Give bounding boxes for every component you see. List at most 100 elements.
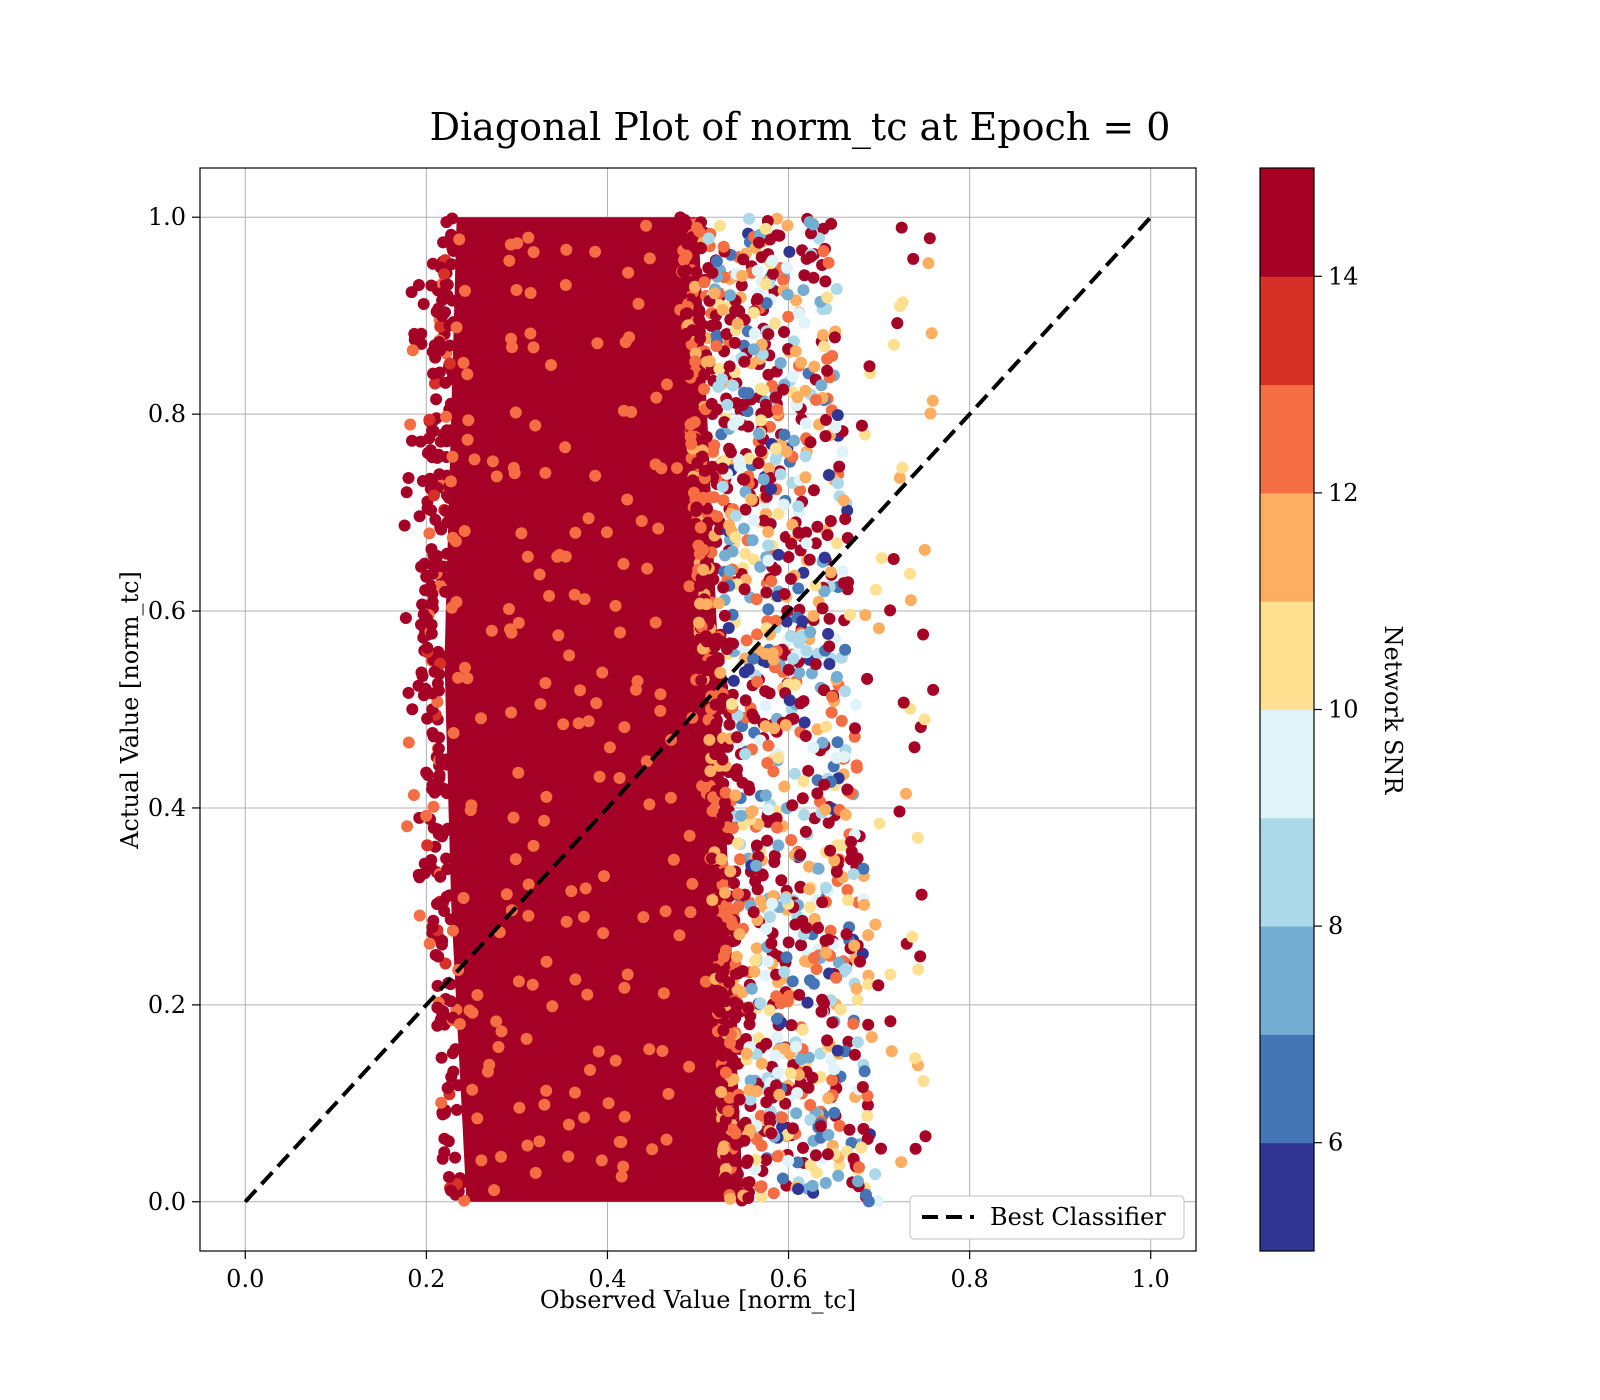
scatter-point xyxy=(831,537,843,550)
scatter-point xyxy=(406,434,418,447)
scatter-point xyxy=(439,585,452,598)
scatter-point xyxy=(712,597,725,610)
scatter-point xyxy=(738,473,751,486)
scatter-point xyxy=(745,982,758,995)
scatter-point xyxy=(895,1156,908,1169)
scatter-point xyxy=(760,297,773,310)
scatter-point xyxy=(736,965,749,978)
scatter-point xyxy=(790,1107,803,1120)
scatter-point xyxy=(762,739,775,752)
scatter-point xyxy=(751,675,764,688)
scatter-point xyxy=(741,1154,754,1167)
scatter-point xyxy=(398,519,411,532)
scatter-point xyxy=(776,1172,789,1185)
scatter-point xyxy=(700,664,713,677)
scatter-point xyxy=(659,905,672,918)
scatter-point xyxy=(831,736,844,749)
scatter-point xyxy=(727,418,740,431)
scatter-point xyxy=(649,616,662,629)
scatter-point xyxy=(810,963,823,975)
scatter-point xyxy=(760,1037,773,1050)
scatter-point xyxy=(565,885,578,898)
scatter-point xyxy=(887,553,900,565)
scatter-point xyxy=(425,279,438,292)
scatter-point xyxy=(765,575,778,588)
scatter-point xyxy=(804,250,817,263)
scatter-point xyxy=(716,462,729,475)
scatter-point xyxy=(792,582,805,595)
scatter-point xyxy=(872,979,885,992)
scatter-point xyxy=(768,856,781,868)
scatter-point xyxy=(475,1154,488,1167)
scatter-point xyxy=(560,915,573,928)
scatter-point xyxy=(800,537,813,550)
scatter-point xyxy=(706,805,719,817)
y-tick-label: 0.6 xyxy=(148,597,186,625)
scatter-point xyxy=(927,683,940,696)
scatter-point xyxy=(439,376,452,389)
scatter-point xyxy=(725,698,738,710)
scatter-point xyxy=(796,792,809,805)
scatter-point xyxy=(822,469,835,481)
scatter-point xyxy=(804,901,817,914)
scatter-point xyxy=(727,674,740,687)
scatter-point xyxy=(875,1142,887,1155)
scatter-point xyxy=(698,464,711,477)
scatter-point xyxy=(726,918,739,931)
scatter-point xyxy=(737,386,750,399)
scatter-point xyxy=(816,736,829,749)
scatter-point xyxy=(754,1180,766,1193)
scatter-point xyxy=(729,1127,742,1140)
scatter-point xyxy=(783,245,796,258)
scatter-point xyxy=(918,543,931,556)
scatter-point xyxy=(855,1141,868,1154)
scatter-point xyxy=(706,894,719,906)
scatter-point xyxy=(452,671,465,684)
colorbar: 6 8 10 12 14 xyxy=(1259,167,1359,1252)
scatter-point xyxy=(792,526,805,539)
scatter-point xyxy=(839,685,851,698)
scatter-point xyxy=(796,615,809,628)
scatter-point xyxy=(703,733,716,746)
scatter-point xyxy=(742,1002,755,1014)
scatter-point xyxy=(850,759,863,772)
scatter-point xyxy=(717,1143,730,1156)
scatter-point xyxy=(891,317,904,330)
scatter-point xyxy=(803,883,816,896)
scatter-point xyxy=(717,581,730,594)
scatter-point xyxy=(754,1109,767,1122)
scatter-point xyxy=(794,697,807,710)
scatter-point xyxy=(431,898,443,910)
scatter-point xyxy=(705,319,718,332)
scatter-point xyxy=(715,970,727,983)
scatter-point xyxy=(836,445,849,458)
scatter-point xyxy=(862,1195,875,1208)
scatter-point xyxy=(807,218,820,231)
scatter-point xyxy=(719,786,732,799)
scatter-point xyxy=(698,276,711,289)
x-axis-label: Observed Value [norm_tc] xyxy=(540,1286,856,1314)
scatter-point xyxy=(609,599,622,612)
scatter-point xyxy=(412,279,425,291)
scatter-point xyxy=(759,222,772,235)
x-tick-label: 0.4 xyxy=(588,1265,626,1293)
scatter-point xyxy=(490,470,503,483)
scatter-point xyxy=(635,515,648,527)
scatter-point xyxy=(721,398,734,411)
scatter-point xyxy=(723,718,736,731)
scatter-point xyxy=(402,686,415,699)
scatter-point xyxy=(710,632,723,645)
scatter-point xyxy=(847,868,860,881)
scatter-point xyxy=(437,236,450,249)
scatter-point xyxy=(798,716,811,729)
scatter-point xyxy=(769,453,782,466)
scatter-point xyxy=(743,1018,756,1031)
scatter-point xyxy=(823,640,836,653)
scatter-point xyxy=(815,379,828,392)
scatter-point xyxy=(420,809,433,822)
scatter-point xyxy=(788,434,800,447)
scatter-point xyxy=(471,1112,484,1125)
scatter-point xyxy=(766,254,779,267)
scatter-point xyxy=(646,1143,659,1156)
scatter-point xyxy=(778,326,790,338)
